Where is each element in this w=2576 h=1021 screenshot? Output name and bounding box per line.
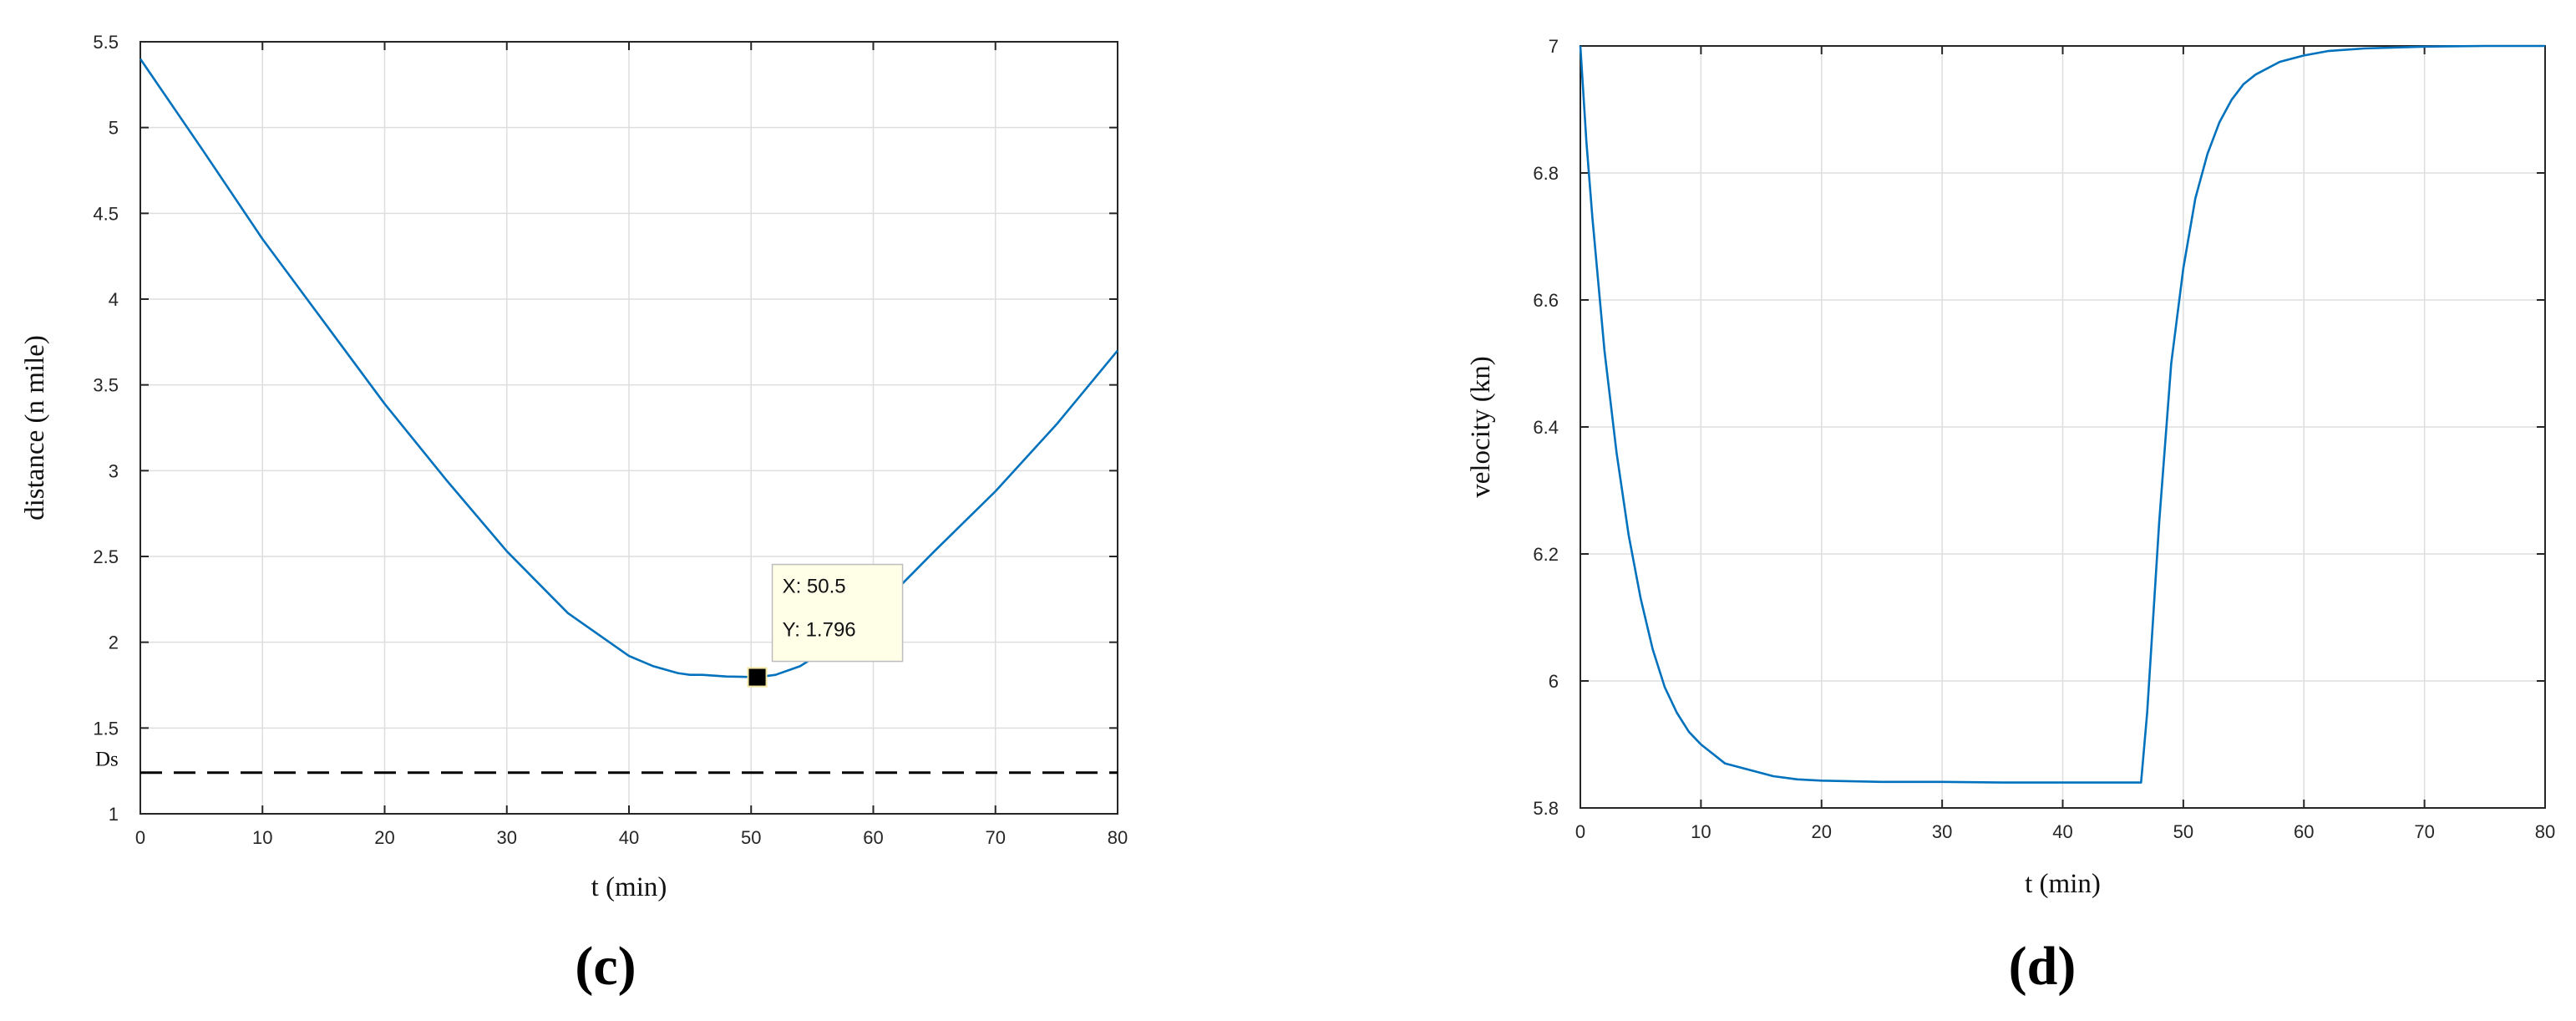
ds-label: Ds <box>95 749 119 771</box>
x-axis-label: t (min) <box>2025 869 2101 899</box>
y-axis-label: velocity (kn) <box>1466 356 1496 498</box>
x-tick-label: 40 <box>619 827 639 848</box>
y-tick-label: 3.5 <box>93 375 119 396</box>
y-tick-label: 2 <box>109 632 119 653</box>
y-tick-label: 3 <box>109 460 119 481</box>
panel-label: (d) <box>2009 936 2077 997</box>
x-tick-label: 0 <box>135 827 145 848</box>
y-tick-label: 7 <box>1549 36 1559 57</box>
y-tick-label: 6.2 <box>1533 544 1559 565</box>
x-tick-label: 70 <box>986 827 1006 848</box>
x-tick-label: 40 <box>2052 821 2072 842</box>
y-tick-label: 6.6 <box>1533 290 1559 311</box>
x-tick-label: 10 <box>1691 821 1711 842</box>
x-tick-label: 30 <box>497 827 517 848</box>
x-tick-label: 80 <box>1108 827 1128 848</box>
x-tick-label: 70 <box>2414 821 2434 842</box>
x-tick-label: 20 <box>1812 821 1832 842</box>
y-tick-label: 5.8 <box>1533 798 1559 819</box>
datatip-x-text: X: 50.5 <box>783 576 846 598</box>
y-tick-label: 1.5 <box>93 718 119 739</box>
y-tick-label: 4.5 <box>93 203 119 224</box>
x-tick-label: 30 <box>1932 821 1952 842</box>
y-tick-label: 5 <box>109 118 119 139</box>
y-tick-label: 6.4 <box>1533 417 1559 438</box>
y-tick-label: 6 <box>1549 671 1559 692</box>
x-tick-label: 10 <box>252 827 272 848</box>
datatip-marker <box>747 667 768 688</box>
y-tick-label: 4 <box>109 289 119 310</box>
series-line-0 <box>1579 44 2545 784</box>
x-axis-label: t (min) <box>591 872 667 902</box>
y-tick-label: 2.5 <box>93 546 119 567</box>
y-axis-label: distance (n mile) <box>20 335 50 521</box>
chart-d: 0 10 20 30 40 50 60 70 80 5.8 6 6.2 6.4 6.6 6.8 7 t (min… <box>1466 36 2555 997</box>
datatip-y-text: Y: 1.796 <box>783 619 856 642</box>
x-tick-label: 0 <box>1575 821 1585 842</box>
x-tick-label: 20 <box>374 827 394 848</box>
x-tick-label: 60 <box>863 827 883 848</box>
chart-c: 0 10 20 30 40 50 60 70 80 1 1.5 2 2.5 3 3.5 4 4.5 5 5.5 t (… <box>20 32 1128 997</box>
y-tick-label: 5.5 <box>93 32 119 53</box>
panel-label: (c) <box>575 936 636 997</box>
datatip-box <box>771 563 904 663</box>
x-tick-label: 50 <box>2173 821 2193 842</box>
y-tick-label: 1 <box>109 804 119 825</box>
y-tick-label: 6.8 <box>1533 163 1559 184</box>
x-tick-label: 50 <box>741 827 761 848</box>
x-tick-label: 80 <box>2535 821 2555 842</box>
x-tick-label: 60 <box>2294 821 2314 842</box>
